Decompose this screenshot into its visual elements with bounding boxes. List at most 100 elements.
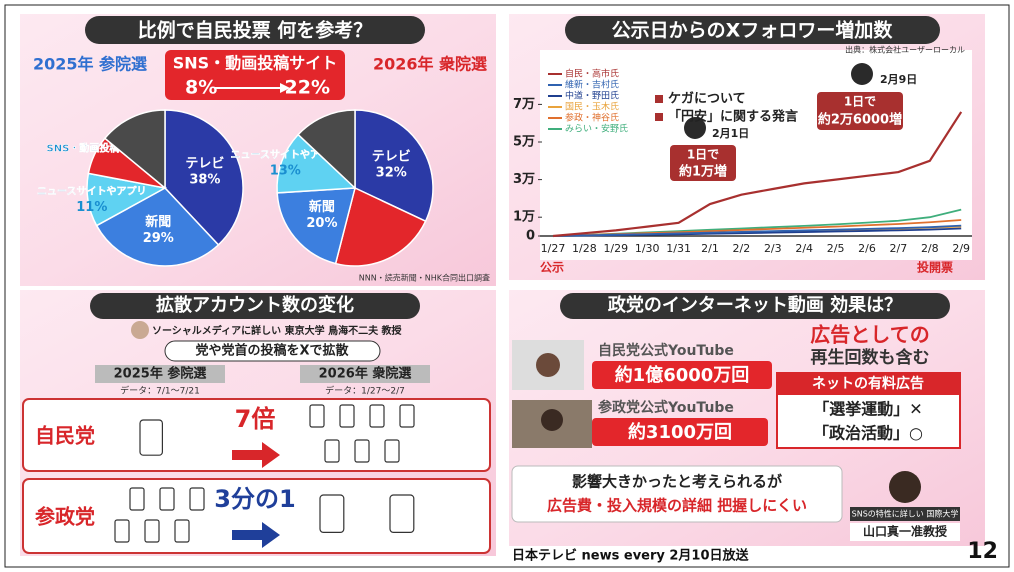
legend-label: 維新・吉村氏 bbox=[565, 79, 619, 91]
title-banner bbox=[565, 16, 940, 44]
phone bbox=[139, 419, 163, 456]
y-tick-label: 7万 bbox=[513, 97, 535, 112]
slice-value: 38% bbox=[189, 173, 220, 188]
bullet bbox=[655, 95, 663, 103]
x-tick-label: 1/29 bbox=[603, 242, 628, 255]
y-tick-label: 0 bbox=[526, 229, 535, 244]
phone bbox=[384, 439, 400, 463]
annotation: 約2万6000増 bbox=[818, 112, 902, 128]
plot-bg bbox=[540, 50, 972, 260]
party: 参政党 bbox=[35, 505, 95, 529]
slice-value: 13% bbox=[270, 163, 301, 178]
photo-person bbox=[541, 409, 563, 431]
slice-label: 新聞 bbox=[145, 214, 171, 230]
pie-slice bbox=[276, 133, 357, 194]
phone bbox=[399, 404, 415, 428]
expert-name: 山口真一准教授 bbox=[863, 524, 948, 539]
legend-label: みらい・安野氏 bbox=[565, 123, 628, 135]
slice-label: ニュースサイトやアプリ bbox=[37, 185, 147, 198]
slice-label: テレビ bbox=[372, 149, 411, 165]
panel-title: 比例で自民投票 何を参考？ bbox=[138, 19, 373, 42]
comment-box bbox=[511, 465, 843, 523]
phone bbox=[189, 487, 205, 511]
y-tick-label: 3万 bbox=[513, 172, 535, 187]
title-banner bbox=[90, 293, 420, 319]
phone bbox=[354, 439, 370, 463]
arrow bbox=[232, 522, 280, 548]
annotation: 「円安」に関する発言 bbox=[668, 109, 798, 125]
comment: 影響大きかったと考えられるが bbox=[572, 473, 783, 491]
x-tick-label: 2/9 bbox=[952, 242, 970, 255]
year-label: 2026年 衆院選 bbox=[319, 366, 412, 382]
x-tick-label: 1/27 bbox=[541, 242, 566, 255]
phone-icons bbox=[114, 404, 415, 543]
x-tick-label: 2/6 bbox=[858, 242, 876, 255]
pie-slice bbox=[297, 109, 356, 190]
label-bg bbox=[850, 507, 960, 521]
phone bbox=[114, 519, 130, 543]
phone bbox=[309, 404, 325, 428]
title-banner bbox=[85, 16, 425, 44]
pie-slice bbox=[354, 109, 434, 223]
channel: 自民党公式YouTube bbox=[598, 342, 734, 359]
phone bbox=[369, 404, 385, 428]
frame bbox=[4, 4, 1010, 568]
x-note: 公示 bbox=[540, 261, 564, 275]
views-box bbox=[592, 361, 772, 389]
y-tick-label: 5万 bbox=[513, 135, 535, 150]
note: 広告としての bbox=[810, 323, 929, 347]
year-box bbox=[95, 365, 225, 383]
year-label: 2025年 参院選 bbox=[114, 366, 207, 382]
legend-label: 自民・高市氏 bbox=[565, 68, 619, 80]
bullet bbox=[655, 113, 663, 121]
title-banner bbox=[560, 293, 950, 319]
sns-value: 8% bbox=[185, 77, 217, 99]
page-number: 12 bbox=[967, 539, 998, 564]
annotation: 2月9日 bbox=[880, 73, 917, 86]
label-bg bbox=[850, 523, 960, 541]
ad-box-line: 「選挙運動」✕ bbox=[813, 400, 922, 419]
pie-slice bbox=[95, 187, 220, 267]
phone bbox=[159, 487, 175, 511]
series-line bbox=[552, 111, 963, 238]
ad-box-header bbox=[777, 373, 960, 395]
legend-label: 中道・野田氏 bbox=[565, 90, 619, 102]
annotation: 2月1日 bbox=[712, 127, 749, 140]
phone bbox=[144, 519, 160, 543]
period: データ：7/1～7/21 bbox=[120, 385, 200, 397]
slice-value: 20% bbox=[306, 216, 337, 231]
pie-slice bbox=[103, 109, 166, 190]
series-line bbox=[552, 224, 962, 237]
slice-label: テレビ bbox=[185, 156, 224, 172]
x-tick-label: 2/7 bbox=[890, 242, 908, 255]
annotation: 1日で bbox=[687, 148, 719, 162]
phone bbox=[339, 404, 355, 428]
phone bbox=[324, 439, 340, 463]
phone bbox=[389, 494, 415, 534]
arrow bbox=[232, 442, 280, 468]
views: 約1億6000万回 bbox=[615, 364, 750, 386]
credit: 日本テレビ news every 2月10日放送 bbox=[512, 548, 750, 564]
year-box bbox=[300, 365, 430, 383]
party: 自民党 bbox=[35, 424, 95, 448]
sns-box bbox=[165, 50, 345, 100]
arrow-head bbox=[280, 83, 290, 93]
channel: 参政党公式YouTube bbox=[598, 399, 734, 416]
x-tick-label: 2/5 bbox=[827, 242, 845, 255]
views: 約3100万回 bbox=[628, 421, 732, 443]
pie-slice bbox=[164, 109, 244, 246]
annotation: 1日で bbox=[844, 95, 876, 109]
panel-title: 政党のインターネット動画 効果は？ bbox=[608, 294, 902, 316]
ad-box-title: ネットの有料広告 bbox=[812, 375, 924, 392]
photo-person bbox=[536, 353, 560, 377]
pie-slice bbox=[334, 186, 427, 267]
change: 3分の1 bbox=[214, 485, 295, 513]
x-tick-label: 2/3 bbox=[764, 242, 782, 255]
phone bbox=[319, 494, 345, 534]
expert-photo bbox=[889, 471, 921, 503]
panel-title: 公示日からのXフォロワー増加数 bbox=[612, 19, 894, 42]
y-tick-label: 1万 bbox=[513, 210, 535, 225]
legend-label: 参政・神谷氏 bbox=[565, 112, 619, 124]
x-note: 投開票 bbox=[917, 260, 953, 275]
expert: ソーシャルメディアに詳しい 東京大学 鳥海不二夫 教授 bbox=[152, 324, 403, 337]
